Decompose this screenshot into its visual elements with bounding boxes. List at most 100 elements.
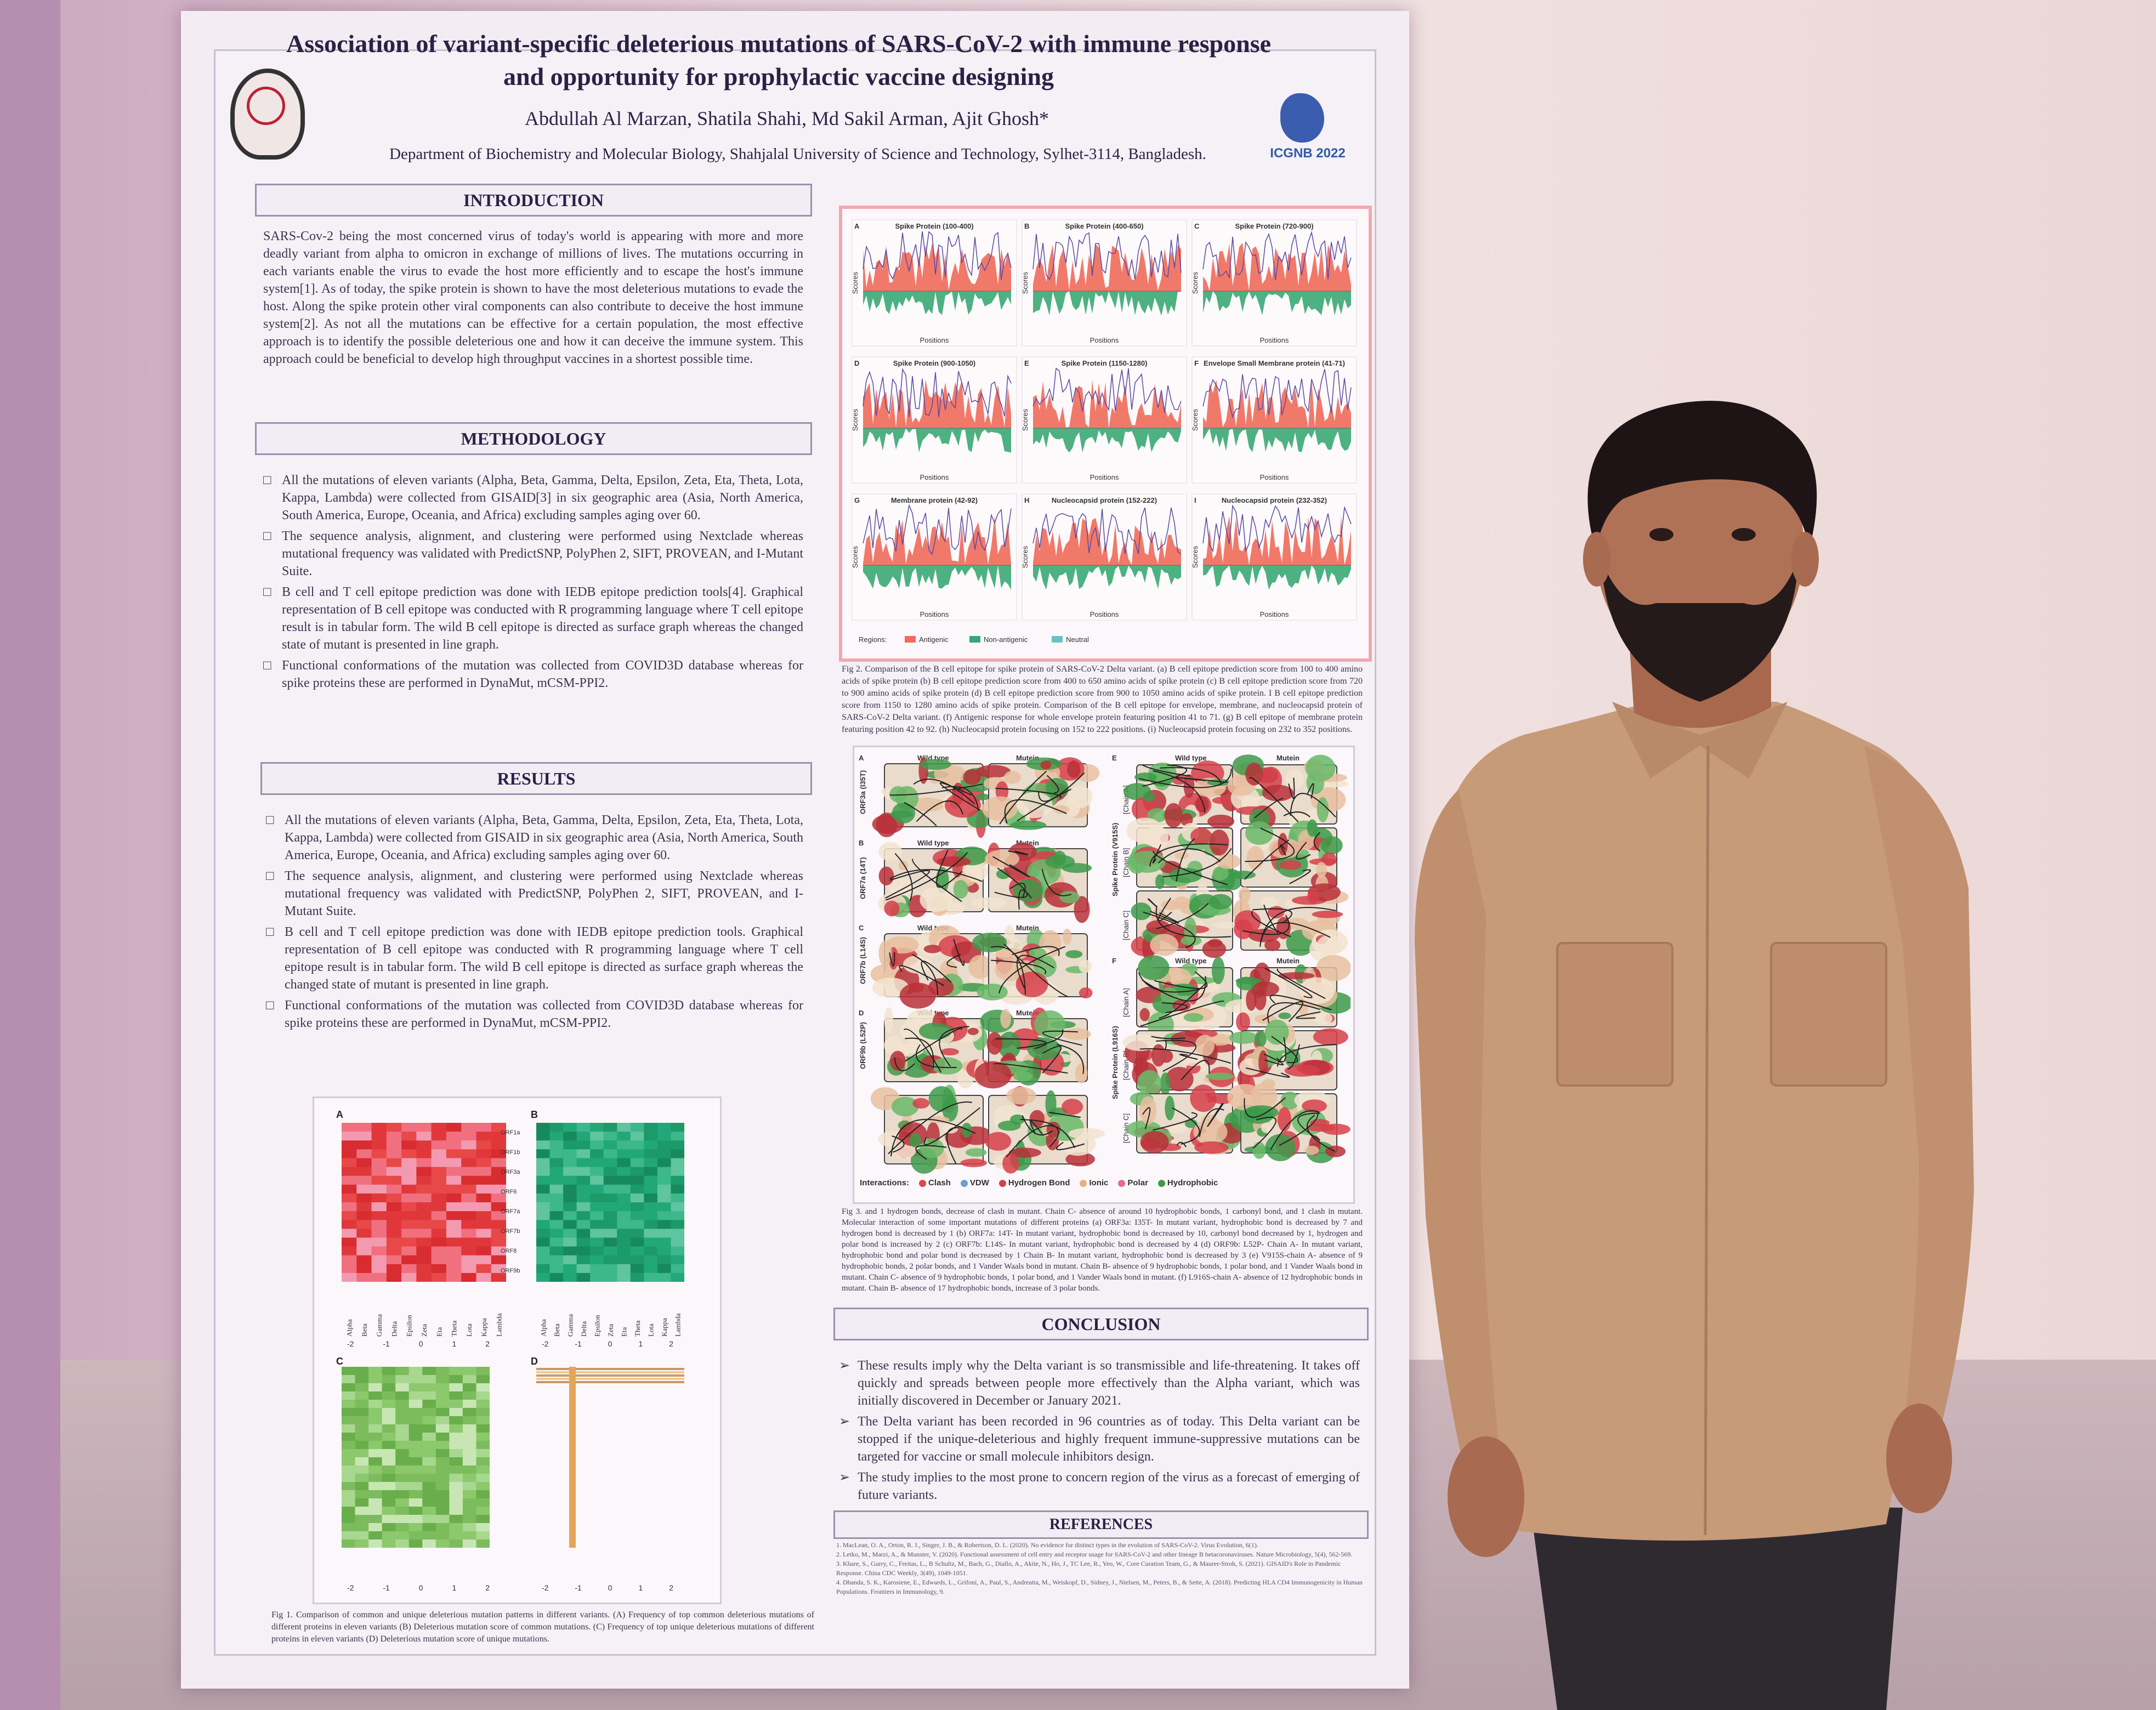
- heatmap-cell: [422, 1490, 436, 1499]
- variant-label: Beta: [360, 1323, 368, 1337]
- panel-title: Spike Protein (900-1050): [893, 359, 975, 367]
- heatmap-cell: [368, 1424, 383, 1433]
- heatmap-cell: [476, 1211, 492, 1220]
- beard: [1601, 559, 1798, 702]
- heatmap-cell: [395, 1375, 410, 1384]
- heatmap-cell: [449, 1383, 463, 1392]
- heatmap-cell: [563, 1184, 577, 1194]
- mutant-line: [1202, 504, 1352, 553]
- heatmap-cell: [630, 1237, 644, 1247]
- heatmap-cell: [461, 1211, 476, 1220]
- heatmap-cell: [644, 1167, 658, 1177]
- panel-label: C: [336, 1356, 343, 1367]
- non-antigenic-area: [1203, 291, 1351, 316]
- legend-text: Neutral: [1066, 635, 1089, 644]
- heatmap-cell: [408, 1474, 423, 1482]
- hair: [1587, 401, 1817, 554]
- heatmap-cell: [386, 1158, 402, 1168]
- variant-label: Alpha: [345, 1319, 354, 1337]
- heatmap-cell: [576, 1272, 591, 1282]
- heatmap-cell: [462, 1383, 476, 1392]
- heatmap-cell: [536, 1193, 551, 1203]
- heatmap-cell: [461, 1193, 476, 1203]
- heatmap-cell: [476, 1184, 492, 1194]
- epitope-panel: D Spike Protein (900-1050) Positions Scores: [851, 356, 1017, 484]
- heatmap-cell: [416, 1237, 432, 1247]
- heatmap-cell: [449, 1408, 463, 1417]
- heatmap-cell: [476, 1158, 492, 1168]
- heatmap-cell: [371, 1211, 387, 1220]
- col-header: Wild type: [1175, 754, 1207, 762]
- y-axis-label: Scores: [851, 408, 859, 431]
- panel-label: B: [531, 1109, 538, 1120]
- heatmap-cell: [386, 1149, 402, 1158]
- variant-label: Delta: [390, 1321, 398, 1337]
- ear: [1791, 532, 1819, 587]
- heatmap-cell: [342, 1246, 357, 1256]
- heatmap-cell: [617, 1158, 631, 1168]
- heatmap-cell: [563, 1149, 577, 1158]
- heatmap-cell: [416, 1175, 432, 1185]
- heatmap-cell: [356, 1184, 372, 1194]
- heatmap-cell: [449, 1449, 463, 1458]
- heatmap-cell: [617, 1246, 631, 1256]
- heatmap-cell: [401, 1175, 417, 1185]
- heatmap-cell: [416, 1272, 432, 1282]
- heatmap-cell: [671, 1211, 684, 1220]
- heatmap-cell: [342, 1375, 356, 1384]
- legend-ionic: Ionic: [1080, 1178, 1108, 1188]
- heatmap-cell: [603, 1184, 617, 1194]
- heatmap-cell: [476, 1264, 492, 1274]
- variant-label: Lota: [465, 1323, 473, 1337]
- heatmap-cell: [342, 1498, 356, 1507]
- heatmap-cell: [408, 1367, 423, 1376]
- heatmap-cell: [382, 1507, 396, 1515]
- heatmap-cell: [431, 1211, 447, 1220]
- heatmap-cell: [476, 1465, 490, 1474]
- heatmap-cell: [462, 1515, 476, 1524]
- heatmap-cell: [408, 1498, 423, 1507]
- heatmap-cell: [435, 1531, 450, 1540]
- heatmap-cell: [422, 1539, 436, 1548]
- heatmap-cell: [431, 1193, 447, 1203]
- heatmap-cell: [449, 1474, 463, 1482]
- heatmap-cell: [422, 1441, 436, 1450]
- heatmap-cell: [355, 1482, 369, 1491]
- heatmap-cell: [671, 1255, 684, 1265]
- heatmap-cell: [536, 1264, 551, 1274]
- variant-label: Alpha: [539, 1319, 547, 1337]
- heatmap-cell: [386, 1202, 402, 1212]
- non-antigenic-area: [1033, 428, 1181, 453]
- heatmap-cell: [617, 1140, 631, 1150]
- heatmap-cell: [671, 1229, 684, 1238]
- variant-axis: Alpha Beta Gamma Delta Epsilon Zeta Eta Theta Lo…: [539, 1313, 682, 1337]
- heatmap-cell: [431, 1175, 447, 1185]
- structure-image: [1229, 1019, 1348, 1102]
- variant-axis: Alpha Beta Gamma Delta Epsilon Zeta Eta Theta Lo…: [345, 1313, 503, 1337]
- heatmap-cell: [342, 1449, 356, 1458]
- heatmap-cell: [342, 1184, 357, 1194]
- heatmap-cell: [590, 1220, 604, 1229]
- structure-image: [985, 1086, 1105, 1174]
- heatmap-cell: [368, 1457, 383, 1466]
- heatmap-cell: [355, 1490, 369, 1499]
- heatmap-cell: [536, 1123, 551, 1132]
- figure-1-heatmaps: A B C D ORF1a ORF1b ORF3a ORF6 ORF7a ORF…: [313, 1097, 722, 1604]
- heatmap-cell: [395, 1531, 410, 1540]
- heatmap-cell: [422, 1507, 436, 1515]
- heatmap-cell: [422, 1424, 436, 1433]
- heatmap-cell: [401, 1211, 417, 1220]
- heatmap-cell: [461, 1220, 476, 1229]
- heatmap-cell: [422, 1531, 436, 1540]
- heatmap-cell: [395, 1408, 410, 1417]
- heatmap-cell: [435, 1457, 450, 1466]
- panel-label: F: [1194, 359, 1199, 367]
- heatmap-cell: [576, 1175, 591, 1185]
- heatmap-cell: [462, 1531, 476, 1540]
- heatmap-cell: [395, 1449, 410, 1458]
- heatmap-cell: [549, 1246, 564, 1256]
- side-label: ORF9b (L52P): [859, 1022, 867, 1069]
- heatmap-cell: [657, 1140, 671, 1150]
- heatmap-cell: [342, 1149, 357, 1158]
- heatmap-cell: [461, 1149, 476, 1158]
